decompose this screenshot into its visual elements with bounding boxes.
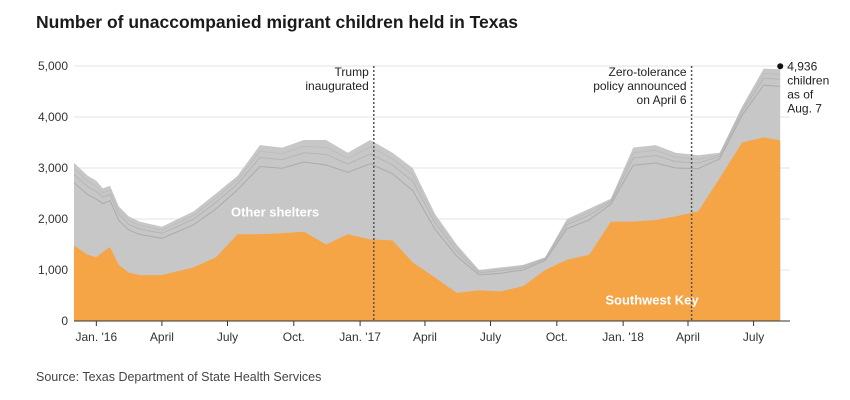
x-tick-label: Jan. '18 bbox=[602, 330, 644, 344]
endpoint-label: 4,936 bbox=[787, 59, 817, 73]
x-tick-label: Oct. bbox=[283, 330, 305, 344]
x-tick-label: Oct. bbox=[546, 330, 568, 344]
annotation-text: Trump bbox=[335, 65, 370, 79]
y-tick-label: 0 bbox=[61, 314, 68, 328]
y-tick-label: 5,000 bbox=[38, 59, 68, 73]
y-tick-label: 3,000 bbox=[38, 161, 68, 175]
endpoint-label: children bbox=[787, 73, 829, 87]
annotation-text: inaugurated bbox=[305, 79, 368, 93]
shelter-band-line bbox=[73, 72, 781, 272]
annotation-text: policy announced bbox=[593, 79, 686, 93]
area-layer bbox=[73, 68, 781, 321]
annotations: Other shelters Southwest Key Trumpinaugura… bbox=[231, 59, 829, 321]
endpoint-dot bbox=[777, 63, 784, 70]
y-tick-label: 2,000 bbox=[38, 212, 68, 226]
other-shelters-label: Other shelters bbox=[231, 204, 319, 219]
x-tick-label: April bbox=[676, 330, 700, 344]
x-tick-label: July bbox=[480, 330, 501, 344]
x-tick-label: April bbox=[413, 330, 437, 344]
annotation-text: on April 6 bbox=[637, 93, 687, 107]
source-note: Source: Texas Department of State Health… bbox=[36, 370, 322, 384]
y-tick-label: 4,000 bbox=[38, 110, 68, 124]
shelter-band-line bbox=[73, 77, 781, 274]
x-tick-label: Jan. '17 bbox=[339, 330, 381, 344]
x-tick-label: Jan. '16 bbox=[76, 330, 118, 344]
x-tick-label: April bbox=[150, 330, 174, 344]
shelter-band-line bbox=[73, 84, 781, 276]
chart-title: Number of unaccompanied migrant children… bbox=[36, 12, 518, 32]
endpoint-label: Aug. 7 bbox=[787, 101, 822, 115]
annotation-text: Zero-tolerance bbox=[609, 65, 687, 79]
southwest-key-area bbox=[74, 137, 781, 321]
endpoint-label: as of bbox=[787, 87, 814, 101]
axes: 0 1,000 2,000 3,000 4,000 5,000 Jan. '16 April J… bbox=[38, 59, 790, 344]
southwest-key-label: Southwest Key bbox=[605, 293, 699, 308]
x-tick-label: July bbox=[217, 330, 238, 344]
y-tick-label: 1,000 bbox=[38, 263, 68, 277]
x-tick-label: July bbox=[743, 330, 764, 344]
